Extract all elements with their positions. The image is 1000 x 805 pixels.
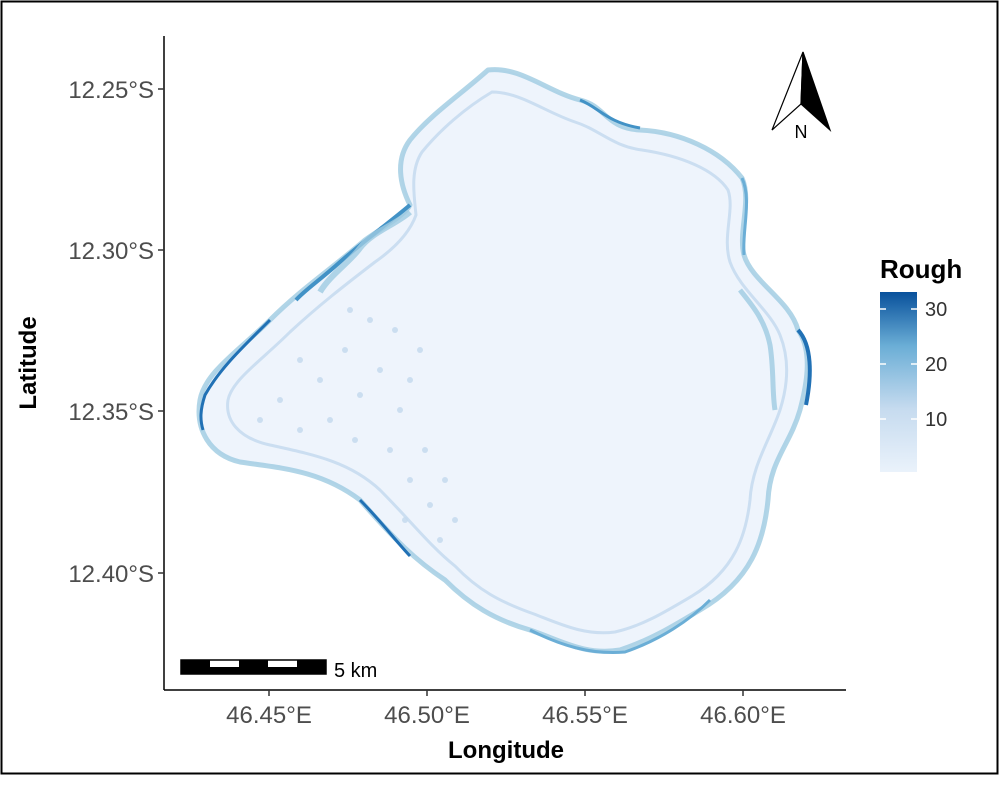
x-tick-label: 46.50°E — [384, 702, 470, 729]
reef-mid-north — [579, 98, 641, 130]
legend-label: 10 — [925, 409, 947, 431]
legend-label: 20 — [925, 354, 947, 376]
islet-east — [738, 288, 778, 411]
reef-dark-west — [199, 318, 272, 431]
legend-title: Rough — [880, 254, 962, 284]
x-tick-label: 46.55°E — [542, 702, 628, 729]
north-arrow-label: N — [795, 122, 808, 142]
x-tick-label: 46.45°E — [226, 702, 312, 729]
scale-bar-label: 5 km — [334, 660, 377, 682]
reef-dark-east — [796, 328, 812, 406]
atoll-lagoon — [199, 69, 808, 652]
y-axis-title: Latitude — [15, 316, 42, 409]
x-axis-title: Longitude — [448, 737, 564, 764]
reef-dark-southwest — [358, 498, 412, 558]
plot-axes: 12.25°S 12.30°S 12.35°S 12.40°S 46.45°E … — [15, 36, 846, 764]
north-arrow-right-half — [800, 51, 832, 132]
reef-patches — [257, 307, 458, 543]
legend-colorbar — [880, 292, 917, 472]
legend: Rough 30 20 10 — [880, 254, 962, 472]
reef-mid-northeast — [740, 177, 749, 256]
atoll-raster — [196, 67, 812, 655]
scale-bar: 5 km — [180, 659, 377, 682]
reef-dark-northwest — [294, 203, 412, 302]
y-tick-label: 12.40°S — [68, 561, 154, 588]
islet-northwest — [317, 209, 412, 294]
y-tick-label: 12.30°S — [68, 238, 154, 265]
reef-rim-inner — [226, 90, 789, 635]
north-arrow: N — [771, 51, 832, 142]
legend-label: 30 — [925, 299, 947, 321]
y-tick-label: 12.35°S — [68, 399, 154, 426]
reef-mid-south — [529, 598, 712, 655]
x-tick-label: 46.60°E — [700, 702, 786, 729]
y-tick-label: 12.25°S — [68, 77, 154, 104]
